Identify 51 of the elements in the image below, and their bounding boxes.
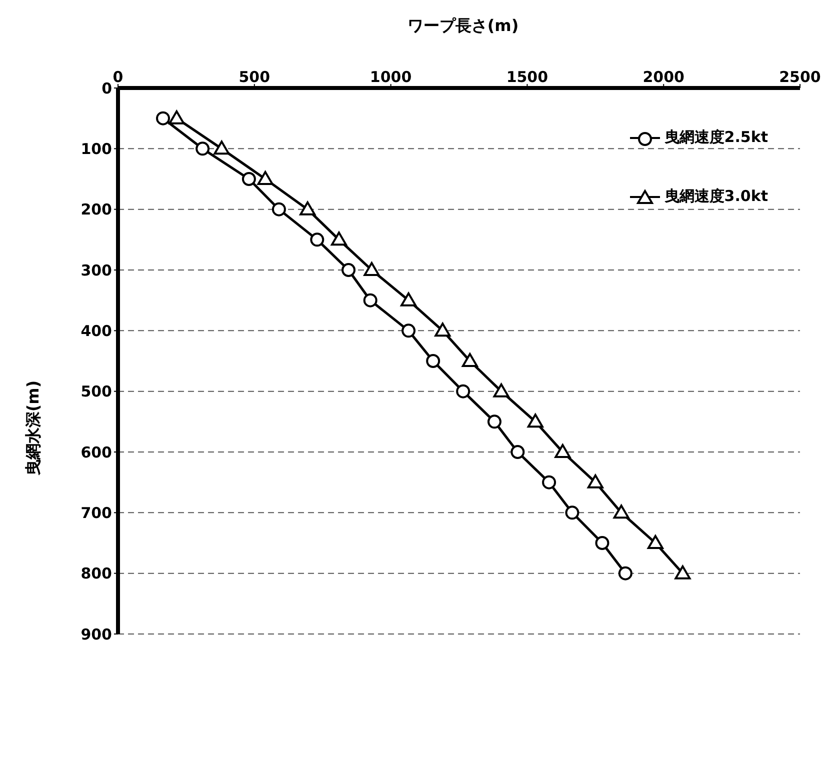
point: [456, 384, 470, 398]
point: [272, 202, 286, 216]
point: [487, 414, 502, 429]
point: [527, 414, 544, 428]
point: [300, 201, 316, 216]
x-tick-label: 0: [112, 68, 124, 86]
point: [402, 324, 416, 338]
point: [595, 536, 610, 550]
point: [168, 110, 185, 124]
y-tick-label: 200: [80, 200, 112, 219]
legend-label: 曳網速度3.0kt: [664, 187, 768, 206]
point: [434, 322, 451, 337]
y-tick-label: 800: [80, 564, 112, 583]
point: [587, 474, 604, 488]
point: [156, 111, 170, 126]
point: [330, 232, 347, 246]
y-tick-label: 900: [80, 625, 112, 644]
point: [613, 504, 630, 519]
point: [400, 292, 417, 306]
y-axis-title: 曳網水深(m): [24, 380, 44, 476]
point: [542, 475, 556, 490]
point: [257, 171, 274, 185]
y-tick-label: 700: [80, 504, 112, 522]
y-tick-label: 600: [80, 443, 112, 462]
x-tick-label: 1500: [506, 68, 548, 86]
point: [426, 354, 440, 368]
x-tick-label: 2000: [642, 68, 684, 86]
y-tick-label: 500: [80, 382, 112, 401]
point: [647, 535, 664, 549]
point: [214, 140, 230, 155]
point: [242, 172, 256, 186]
point: [342, 263, 356, 277]
x-tick-label: 2500: [779, 68, 821, 86]
point: [310, 232, 324, 247]
x-tick-label: 500: [238, 68, 270, 86]
point: [196, 142, 210, 156]
point: [674, 565, 691, 580]
legend-label: 曳網速度2.5kt: [664, 128, 768, 147]
x-axis-title: ワープ長さ(m): [406, 16, 520, 37]
point: [554, 444, 571, 458]
point: [565, 506, 580, 520]
y-tick-label: 300: [80, 261, 112, 280]
point: [363, 293, 378, 308]
y-tick-label: 400: [80, 322, 112, 340]
point: [493, 383, 510, 398]
point: [618, 566, 632, 580]
x-tick-label: 1000: [370, 68, 412, 86]
point: [510, 445, 525, 459]
y-tick-label: 100: [80, 140, 112, 158]
point: [462, 353, 478, 367]
point: [364, 262, 380, 276]
